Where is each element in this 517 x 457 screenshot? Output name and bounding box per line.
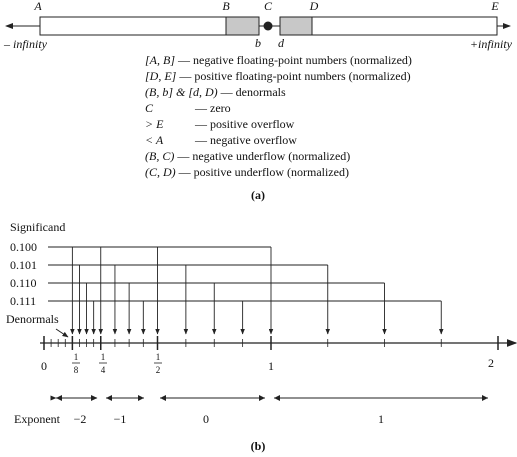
exponent-label: Exponent: [14, 412, 61, 426]
number-line-a: A B C D E b d – infinity +infinity: [3, 0, 513, 51]
label-A: A: [33, 0, 42, 13]
axis-label-0: 0: [41, 359, 47, 373]
exponent-value-0: 0: [203, 412, 209, 426]
axis-label-2: 2: [488, 356, 494, 370]
label-B: B: [222, 0, 230, 13]
pos-infinity-label: +infinity: [470, 37, 513, 51]
axis-label-half-den: 2: [156, 365, 161, 375]
positive-denormal-range: [279, 16, 313, 36]
legend-row-1: [A, B] — negative floating-point numbers…: [145, 53, 412, 67]
negative-normalized-range: [39, 16, 227, 36]
range-arrow-right: [91, 395, 97, 401]
range-arrow-right: [482, 395, 488, 401]
range-arrow-left: [160, 395, 166, 401]
positive-normalized-range: [311, 16, 498, 36]
legend-row-4: C — zero: [145, 101, 231, 115]
legend-row-3: (B, b] & [d, D) — denormals: [145, 85, 286, 99]
caption-a: (a): [251, 188, 265, 202]
range-arrow-left: [274, 395, 280, 401]
label-b: b: [255, 36, 261, 50]
legend-row-8: (C, D) — positive underflow (normalized): [145, 165, 349, 179]
significand-connectors: [48, 246, 444, 335]
label-C: C: [264, 0, 273, 13]
exponent-value-m2: −2: [74, 412, 87, 426]
denormals-label: Denormals: [6, 312, 59, 326]
legend-row-6: < A — negative overflow: [145, 133, 297, 147]
axis-label-1: 1: [268, 359, 274, 373]
legend-row-7: (B, C) — negative underflow (normalized): [145, 149, 350, 163]
range-arrow-left: [56, 395, 62, 401]
legend-row-5: > E — positive overflow: [145, 117, 295, 131]
label-D: D: [309, 0, 319, 13]
significand-1: 0.101: [10, 258, 37, 272]
exponent-value-1: 1: [378, 412, 384, 426]
label-d: d: [278, 36, 285, 50]
neg-infinity-label: – infinity: [3, 37, 48, 51]
significand-3: 0.111: [10, 294, 36, 308]
legend-a: [A, B] — negative floating-point numbers…: [145, 53, 412, 202]
axis-label-half-num: 1: [156, 352, 161, 362]
axis-label-eighth-num: 1: [74, 352, 79, 362]
number-line-b: Significand 0.100 0.101 0.110 0.111 Deno…: [6, 220, 517, 375]
range-arrow-left: [106, 395, 112, 401]
negative-denormal-range: [225, 16, 260, 36]
axis-label-quarter-num: 1: [101, 352, 106, 362]
range-arrow-right: [259, 395, 265, 401]
legend-row-2: [D, E] — positive floating-point numbers…: [145, 69, 411, 83]
significand-label: Significand: [10, 220, 65, 234]
exponent-value-m1: −1: [114, 412, 127, 426]
significand-2: 0.110: [10, 276, 37, 290]
exponent-ranges: Exponent −2 −1 0 1 (b): [14, 395, 488, 453]
label-E: E: [490, 0, 499, 13]
axis-label-eighth-den: 8: [74, 365, 79, 375]
axis-label-quarter-den: 4: [101, 365, 106, 375]
range-arrow-right: [138, 395, 144, 401]
denormals-pointer: [55, 328, 69, 338]
significand-0: 0.100: [10, 240, 37, 254]
zero-point: [263, 21, 273, 31]
caption-b: (b): [251, 439, 266, 453]
axis-ticks: [43, 336, 499, 350]
exponent-arrowheads: [56, 395, 488, 401]
